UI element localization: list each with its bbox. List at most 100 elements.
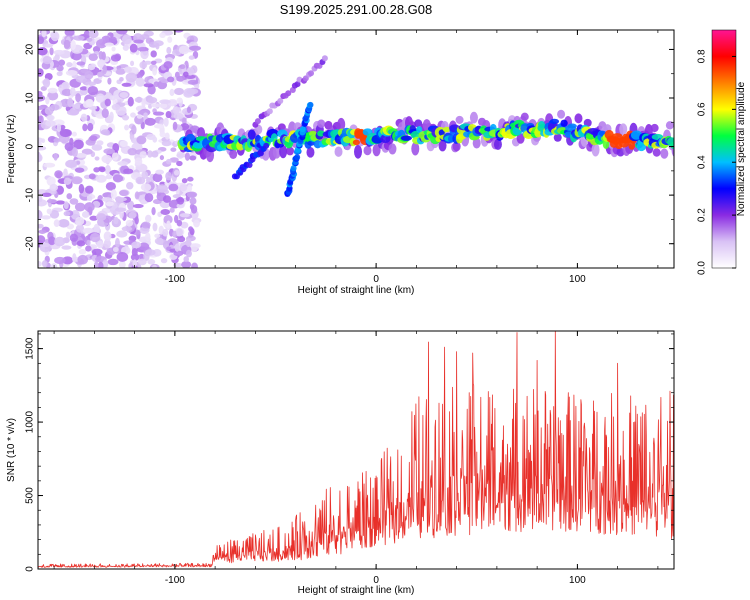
noise-speckle	[75, 224, 85, 233]
noise-speckle	[71, 52, 82, 61]
snr-x-tick-label: 100	[569, 575, 586, 586]
noise-speckle	[151, 150, 159, 158]
noise-speckle	[50, 31, 60, 42]
noise-speckle	[119, 140, 128, 148]
colorbar-label: Normalized spectral amplitude	[736, 81, 747, 216]
snr-panel: -100 0 100 0 500 1000 1500 Height of straight…	[6, 330, 675, 596]
colorbar-gradient	[711, 29, 737, 269]
noise-speckle	[112, 174, 124, 183]
noise-speckle	[137, 47, 149, 52]
noise-speckle	[47, 91, 59, 101]
noise-speckle	[125, 219, 134, 227]
noise-speckle	[153, 81, 160, 87]
noise-speckle	[140, 49, 149, 60]
band-cell	[442, 126, 451, 133]
noise-speckle	[41, 215, 51, 220]
noise-speckle	[38, 223, 44, 229]
band-halo	[363, 145, 372, 156]
noise-speckle	[150, 60, 157, 65]
noise-speckle	[93, 261, 99, 268]
noise-speckle	[54, 236, 66, 247]
noise-speckle	[136, 135, 147, 145]
noise-speckle	[116, 252, 129, 262]
noise-speckle	[114, 207, 127, 212]
spectrogram-y-tick-label: 0	[25, 143, 36, 149]
noise-speckle	[101, 197, 113, 202]
noise-speckle	[111, 103, 121, 111]
noise-speckle	[163, 117, 169, 127]
noise-speckle	[93, 167, 100, 173]
noise-speckle	[96, 140, 104, 146]
band-halo	[591, 143, 600, 157]
noise-speckle	[155, 169, 164, 175]
noise-speckle	[69, 86, 76, 97]
noise-speckle	[176, 97, 183, 103]
noise-speckle	[81, 211, 90, 218]
noise-speckle	[181, 178, 188, 184]
band-cell	[560, 119, 568, 127]
spectrogram-y-tick-label: 20	[25, 43, 36, 55]
spectrogram-y-tick-label: -20	[25, 236, 36, 251]
noise-speckle	[159, 131, 166, 138]
noise-speckle	[75, 75, 88, 83]
noise-speckle	[191, 262, 198, 268]
noise-speckle	[87, 64, 96, 71]
noise-speckle	[129, 43, 138, 53]
noise-speckle	[159, 103, 168, 109]
noise-speckle	[123, 168, 134, 174]
noise-speckle	[58, 84, 64, 93]
spectrogram-y-label: Frequency (Hz)	[6, 115, 17, 184]
noise-speckle	[169, 207, 175, 213]
noise-speckle	[186, 88, 199, 95]
noise-speckle	[69, 233, 79, 242]
band-cell	[567, 123, 577, 129]
snr-y-tick-label: 500	[25, 487, 36, 504]
noise-speckle	[38, 146, 47, 151]
noise-speckle	[44, 106, 54, 116]
noise-speckle	[38, 195, 43, 203]
band-halo	[372, 143, 381, 157]
noise-speckle	[69, 198, 79, 205]
band-halo	[660, 148, 669, 159]
noise-speckle	[75, 216, 85, 226]
spectrogram-x-tick-label: -100	[165, 274, 185, 285]
noise-speckle	[169, 88, 175, 97]
noise-speckle	[110, 54, 121, 62]
noise-speckle	[121, 226, 133, 232]
noise-speckle	[187, 79, 199, 85]
noise-speckle	[141, 98, 146, 108]
noise-speckle	[176, 153, 188, 158]
noise-speckle	[53, 119, 65, 126]
noise-speckle	[73, 139, 84, 150]
noise-speckle	[46, 114, 55, 121]
noise-speckle	[96, 38, 107, 49]
noise-speckle	[136, 114, 143, 119]
noise-speckle	[72, 35, 85, 41]
faint-streak-upper-cell	[308, 70, 315, 77]
noise-speckle	[76, 61, 86, 66]
noise-speckle	[178, 45, 190, 55]
noise-speckle	[65, 70, 78, 76]
band-cell	[438, 129, 445, 136]
faint-streak-upper-cell	[321, 55, 328, 62]
band-halo	[650, 123, 659, 133]
snr-y-ticks: 0 500 1000 1500	[25, 333, 674, 572]
noise-speckle	[169, 157, 179, 163]
noise-speckle	[64, 142, 74, 152]
noise-speckle	[177, 236, 186, 243]
noise-speckle	[189, 203, 195, 210]
noise-speckle	[54, 170, 63, 179]
noise-speckle	[127, 96, 134, 107]
band-cell	[670, 141, 674, 150]
noise-speckle	[88, 53, 98, 62]
noise-speckle	[83, 30, 91, 40]
band-halo	[665, 121, 674, 130]
band-halo	[452, 141, 461, 152]
noise-speckle	[109, 111, 114, 122]
noise-speckle	[65, 231, 71, 239]
noise-speckle	[40, 86, 47, 92]
spectrogram-y-tick-label: -10	[25, 187, 36, 202]
steep-streak-cell	[294, 154, 301, 161]
